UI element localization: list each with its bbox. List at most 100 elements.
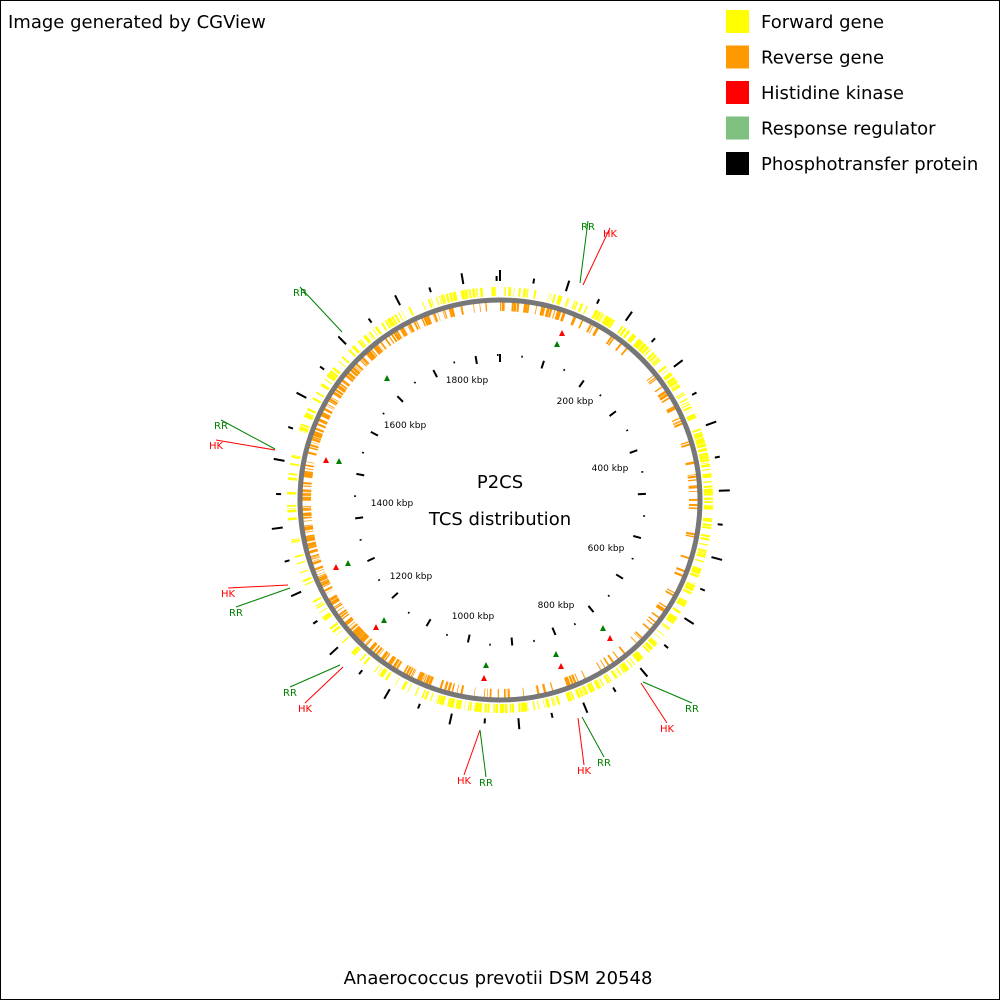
forward-gene — [604, 674, 611, 683]
forward-gene — [436, 296, 440, 306]
reverse-gene — [304, 467, 314, 471]
forward-gene — [315, 601, 324, 607]
reverse-gene — [341, 381, 349, 387]
reverse-gene — [687, 479, 698, 482]
forward-gene — [409, 306, 415, 316]
reverse-gene — [486, 688, 489, 698]
forward-gene — [290, 537, 300, 541]
forward-gene — [692, 566, 702, 572]
reverse-gene — [326, 403, 335, 409]
ruler-tick — [466, 634, 471, 643]
reverse-gene — [303, 520, 313, 522]
reverse-gene — [439, 679, 445, 690]
reverse-gene — [360, 633, 369, 642]
reverse-gene — [341, 379, 351, 387]
legend-label: Forward gene — [761, 12, 884, 33]
forward-gene — [421, 689, 427, 699]
forward-gene — [509, 703, 512, 713]
forward-gene — [386, 318, 394, 328]
reverse-gene — [353, 627, 362, 635]
forward-gene — [329, 370, 339, 378]
forward-gene — [701, 463, 711, 467]
legend-swatch — [726, 81, 749, 104]
reverse-gene — [451, 307, 456, 317]
forward-gene — [472, 288, 475, 298]
forward-gene — [461, 290, 466, 300]
legend-label: Reverse gene — [761, 48, 884, 69]
feature-leader — [579, 220, 589, 284]
reverse-gene — [311, 556, 320, 560]
legend-label: Response regulator — [761, 119, 936, 140]
forward-gene — [363, 656, 371, 665]
reverse-gene — [447, 682, 453, 692]
forward-gene — [480, 287, 484, 297]
forward-gene — [547, 292, 550, 302]
reverse-gene — [395, 660, 403, 670]
forward-gene — [511, 703, 515, 713]
reverse-gene — [390, 657, 397, 666]
forward-gene — [457, 699, 461, 709]
forward-gene — [702, 518, 713, 522]
reverse-gene — [314, 427, 325, 433]
reverse-gene — [522, 687, 525, 697]
ruler-tick — [391, 592, 399, 599]
forward-gene — [359, 338, 367, 347]
forward-gene — [567, 691, 573, 702]
forward-gene — [338, 360, 346, 368]
reverse-gene — [361, 356, 370, 365]
forward-gene — [699, 542, 709, 546]
reverse-gene — [321, 580, 330, 587]
forward-gene — [545, 698, 549, 708]
outer-tick — [284, 559, 290, 563]
reverse-gene — [338, 609, 347, 616]
forward-gene — [580, 687, 585, 696]
forward-gene — [684, 585, 694, 592]
reverse-gene — [571, 674, 577, 684]
regulator-marker — [384, 375, 390, 381]
forward-gene — [522, 288, 526, 298]
reverse-gene — [688, 507, 698, 510]
reverse-gene — [365, 352, 374, 362]
forward-gene — [697, 550, 707, 554]
forward-gene — [372, 328, 379, 337]
reverse-gene — [305, 536, 315, 540]
forward-gene — [670, 383, 679, 390]
ruler-tick — [540, 360, 545, 369]
reverse-gene — [680, 555, 690, 559]
forward-gene — [394, 314, 401, 323]
reverse-gene — [334, 388, 344, 396]
forward-gene — [452, 698, 456, 708]
forward-gene — [351, 346, 359, 354]
forward-gene — [679, 398, 688, 404]
forward-gene — [341, 356, 350, 364]
reverse-gene — [345, 617, 354, 626]
ruler-tick — [366, 556, 376, 563]
reverse-gene — [320, 578, 329, 584]
forward-gene — [598, 677, 605, 687]
forward-gene — [648, 354, 657, 363]
forward-gene — [478, 702, 480, 712]
reverse-gene — [666, 588, 676, 594]
ruler-tick — [396, 395, 404, 403]
reverse-gene — [328, 594, 337, 600]
reverse-gene — [578, 319, 584, 329]
forward-gene — [352, 345, 361, 353]
reverse-gene — [303, 474, 313, 477]
outer-tick — [639, 667, 649, 678]
forward-gene — [388, 318, 394, 327]
reverse-gene — [352, 366, 361, 375]
forward-gene — [475, 288, 478, 298]
forward-gene — [304, 580, 314, 586]
forward-gene — [618, 665, 626, 674]
reverse-gene — [305, 461, 315, 464]
outer-tick — [319, 365, 325, 371]
forward-gene — [430, 298, 435, 308]
reverse-gene — [310, 556, 320, 560]
forward-gene — [634, 652, 642, 661]
reverse-gene — [351, 368, 360, 375]
ruler-tick — [361, 451, 365, 454]
forward-gene — [680, 401, 690, 407]
forward-gene — [620, 663, 628, 672]
forward-gene — [689, 572, 700, 578]
reverse-gene — [370, 349, 378, 357]
